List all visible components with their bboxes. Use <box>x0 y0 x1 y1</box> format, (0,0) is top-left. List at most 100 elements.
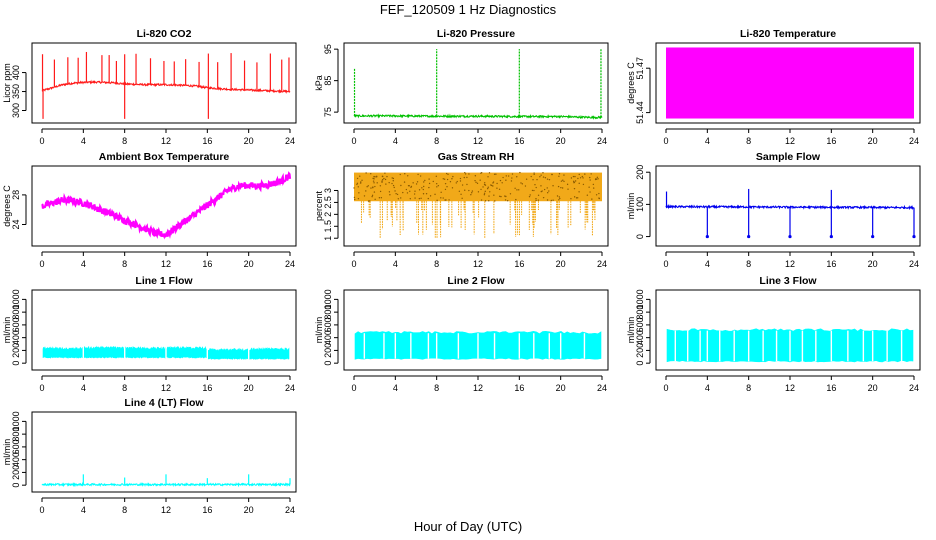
panel-title: Line 4 (LT) Flow <box>124 397 204 409</box>
series-line <box>353 113 603 120</box>
x-axis: 0 4 8 12 16 20 24 <box>351 128 607 146</box>
rh-point <box>588 186 590 188</box>
x-tick-label: 20 <box>556 383 566 393</box>
y-tick-label: 300 <box>11 103 21 118</box>
y-tick-label: 2.5 <box>323 196 333 209</box>
x-axis: 0 4 8 12 16 20 24 <box>39 375 295 393</box>
rh-point <box>489 191 491 193</box>
rh-point <box>552 199 554 201</box>
rh-point <box>391 182 393 185</box>
rh-point <box>372 186 374 189</box>
rh-point <box>437 184 440 187</box>
rh-point <box>509 193 512 195</box>
rh-point <box>484 184 487 186</box>
plot-frame <box>343 165 609 247</box>
rh-point <box>578 182 580 185</box>
rh-point <box>357 197 360 200</box>
rh-point <box>493 173 496 176</box>
chart-panel: Sample Flow ml/min 0 4 8 12 16 20 24 0 100 200 <box>626 151 921 269</box>
data-marks <box>353 171 602 239</box>
x-tick-label: 20 <box>244 383 254 393</box>
rh-point <box>551 173 553 176</box>
rh-point <box>468 189 470 192</box>
rh-point <box>374 198 376 201</box>
rh-point <box>427 197 430 200</box>
x-tick-label: 12 <box>785 259 795 269</box>
rh-point <box>598 192 600 195</box>
rh-point <box>409 190 411 192</box>
rh-point <box>595 194 598 196</box>
flow-band <box>84 345 124 359</box>
rh-point <box>421 187 423 189</box>
chart-panel: Line 2 Flow ml/min 0 4 8 12 16 20 24 0 20040060080… <box>314 275 609 393</box>
rh-point <box>359 175 361 177</box>
rh-point <box>541 190 543 192</box>
dip-point <box>912 234 916 239</box>
rh-point <box>414 197 416 199</box>
rh-point <box>511 177 513 179</box>
rh-point <box>372 180 375 182</box>
rh-point <box>412 182 414 184</box>
rh-point <box>436 186 438 188</box>
rh-point <box>444 199 446 201</box>
rh-point <box>570 177 573 179</box>
rh-point <box>410 185 413 188</box>
y-tick-label: 1000 <box>11 289 21 309</box>
rh-point <box>515 198 517 201</box>
y-tick-label: 600 <box>11 317 21 332</box>
rh-point <box>573 187 576 190</box>
x-tick-label: 24 <box>909 383 919 393</box>
rh-point <box>572 180 575 183</box>
rh-point <box>379 190 382 193</box>
rh-point <box>373 175 375 178</box>
x-axis: 0 4 8 12 16 20 24 <box>39 251 295 269</box>
plot-frame <box>655 42 921 124</box>
y-tick-label: 85 <box>323 76 333 86</box>
rh-point <box>432 180 434 183</box>
x-tick-label: 0 <box>663 259 668 269</box>
rh-point <box>578 191 580 193</box>
rh-point <box>480 199 483 201</box>
x-tick-label: 4 <box>705 136 710 146</box>
rh-point <box>357 186 359 188</box>
rh-point <box>420 197 422 199</box>
rh-point <box>381 178 384 181</box>
rh-point <box>535 199 537 202</box>
y-axis: 75 85 95 <box>323 44 339 117</box>
rh-point <box>471 192 473 194</box>
rh-point <box>578 173 580 176</box>
x-tick-label: 24 <box>909 136 919 146</box>
rh-point <box>546 187 548 189</box>
rh-point <box>504 199 507 201</box>
x-tick-label: 8 <box>746 383 751 393</box>
rh-point <box>558 196 561 198</box>
rh-point <box>567 188 569 190</box>
flow-band <box>125 346 166 359</box>
x-tick-label: 8 <box>122 136 127 146</box>
y-tick-label: 600 <box>323 317 333 332</box>
rh-point <box>533 172 535 174</box>
rh-point <box>514 187 516 189</box>
chart-panel: Gas Stream RH percent 0 4 8 12 16 20 24 1 1.5 2 2.5 3 <box>314 151 609 269</box>
rh-point <box>581 175 584 178</box>
data-marks <box>42 345 290 360</box>
x-tick-label: 24 <box>909 259 919 269</box>
y-axis-label: ml/min <box>2 317 12 344</box>
x-tick-label: 16 <box>202 505 212 515</box>
rh-point <box>365 190 367 192</box>
rh-point <box>482 186 484 188</box>
rh-point <box>428 182 431 185</box>
rh-point <box>447 173 449 176</box>
rh-point <box>483 192 486 194</box>
y-tick-label: 95 <box>323 44 333 54</box>
rh-point <box>470 193 472 196</box>
rh-point <box>402 191 404 194</box>
x-tick-label: 0 <box>663 136 668 146</box>
rh-point <box>483 182 486 184</box>
y-tick-label: 1000 <box>11 411 21 431</box>
rh-point <box>456 180 458 183</box>
rh-point <box>440 197 442 199</box>
x-axis: 0 4 8 12 16 20 24 <box>351 251 607 269</box>
